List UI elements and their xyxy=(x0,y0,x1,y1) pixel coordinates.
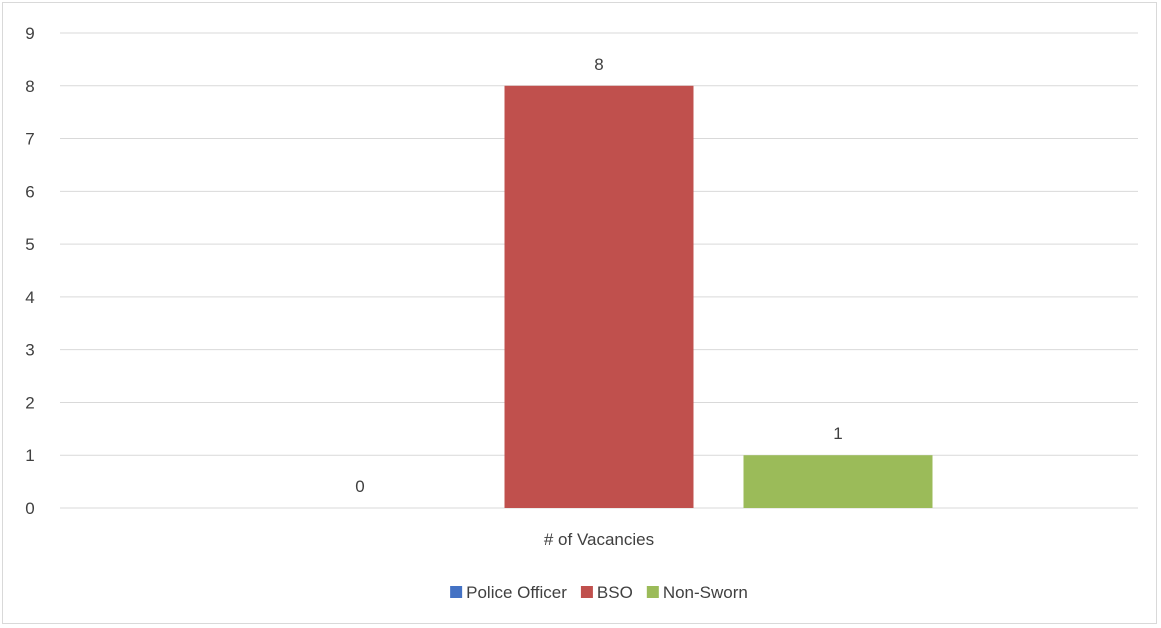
legend: Police Officer BSO Non-Sworn xyxy=(450,583,748,602)
y-tick-label: 5 xyxy=(25,235,34,254)
y-tick-label: 0 xyxy=(25,499,34,518)
y-tick-label: 3 xyxy=(25,341,34,360)
legend-item: BSO xyxy=(580,583,633,602)
x-axis-category-labels: # of Vacancies xyxy=(544,530,654,549)
legend-swatch xyxy=(450,586,463,598)
data-labels: 0 8 1 xyxy=(355,55,842,496)
legend-swatch xyxy=(580,586,593,598)
legend-label: Non-Sworn xyxy=(663,583,748,602)
y-tick-label: 1 xyxy=(25,446,34,465)
legend-swatch xyxy=(646,586,659,598)
legend-item: Non-Sworn xyxy=(646,583,748,602)
x-category-label: # of Vacancies xyxy=(544,530,654,549)
bar-non-sworn xyxy=(743,455,933,508)
legend-item: Police Officer xyxy=(450,583,567,602)
legend-label: Police Officer xyxy=(466,583,567,602)
y-tick-label: 4 xyxy=(25,288,34,307)
y-axis-tick-labels: 0 1 2 3 4 5 6 7 8 9 xyxy=(25,24,34,518)
bars xyxy=(504,85,933,509)
y-tick-label: 7 xyxy=(25,130,34,149)
data-label-non-sworn: 1 xyxy=(833,424,842,443)
y-tick-label: 6 xyxy=(25,182,34,201)
data-label-police-officer: 0 xyxy=(355,477,364,496)
data-label-bso: 8 xyxy=(594,55,603,74)
legend-label: BSO xyxy=(597,583,633,602)
y-tick-label: 9 xyxy=(25,24,34,43)
y-tick-label: 8 xyxy=(25,77,34,96)
bar-bso xyxy=(504,85,694,509)
y-tick-label: 2 xyxy=(25,393,34,412)
